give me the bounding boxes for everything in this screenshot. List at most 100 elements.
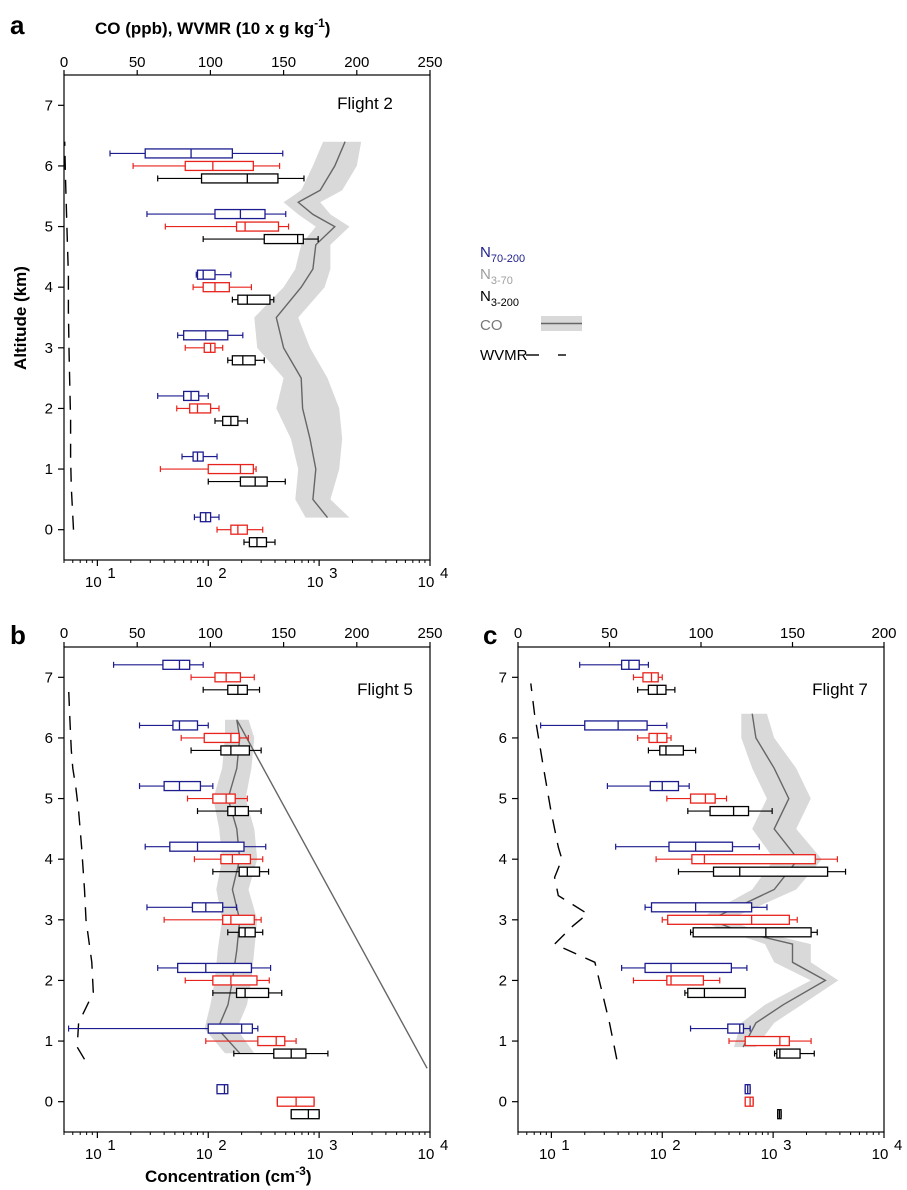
box-n3-70-alt-2: [184, 975, 270, 986]
top-tick-label: 250: [417, 625, 442, 642]
box-n70-200-alt-1: [689, 1023, 751, 1034]
box-n3-70-alt-2: [632, 975, 721, 986]
box-iqr: [220, 745, 251, 756]
box-iqr: [222, 914, 255, 925]
y-tick-label: 1: [45, 1033, 53, 1050]
x-tick-exponent: 2: [672, 1137, 680, 1154]
box-iqr: [744, 1096, 754, 1107]
box-iqr: [227, 805, 250, 817]
y-tick-label: 0: [499, 1094, 507, 1111]
box-n3-70-alt-3: [661, 914, 798, 925]
y-tick-label: 1: [499, 1033, 507, 1050]
y-tick-label: 7: [45, 669, 53, 686]
box-n3-70-alt-3: [184, 342, 224, 353]
box-iqr: [620, 659, 640, 670]
box-n3-70-alt-1: [728, 1035, 812, 1047]
box-iqr: [238, 927, 256, 938]
box-iqr: [668, 841, 734, 852]
box-n3-200-alt-2: [214, 415, 248, 427]
top-tick-label: 100: [688, 625, 713, 642]
top-tick-label: 150: [780, 625, 805, 642]
co-band: [254, 141, 362, 518]
box-iqr: [667, 914, 790, 925]
box-n3-200-alt-2: [684, 987, 746, 999]
box-n3-70-alt-1: [205, 1035, 297, 1047]
box-iqr: [184, 160, 254, 172]
wvmr-line: [67, 683, 95, 1060]
box-iqr: [230, 524, 248, 535]
top-tick-label: 100: [198, 625, 223, 642]
box-n3-200-alt-3: [689, 927, 818, 938]
box-iqr: [237, 294, 271, 305]
y-tick-label: 0: [45, 1094, 53, 1111]
box-n70-200-alt-6: [540, 720, 668, 731]
box-n70-200-alt-5: [606, 780, 690, 792]
box-n3-200-alt-5: [687, 805, 773, 817]
box-n3-70-alt-6: [180, 732, 249, 744]
box-n70-200-alt-7: [579, 659, 649, 670]
legend-n70-200: N70-200: [480, 244, 525, 265]
box-iqr: [220, 854, 252, 865]
box-iqr: [290, 1109, 320, 1120]
box-n3-200-alt-4: [212, 866, 270, 877]
box-n3-200-alt-5: [202, 233, 319, 245]
bottom-axis-title: Concentration (cm-3): [145, 1164, 312, 1186]
y-axis-title: Altitude (km): [11, 266, 30, 370]
box-iqr: [144, 148, 234, 159]
box-n70-200-alt-4: [144, 841, 267, 852]
box-n3-200-alt-1: [233, 1048, 329, 1059]
box-iqr: [189, 403, 212, 414]
box-n3-70-alt-4: [192, 282, 252, 293]
box-iqr: [203, 732, 240, 744]
top-tick-label: 250: [417, 54, 442, 71]
box-n70-200-alt-2: [157, 962, 272, 974]
x-tick-label: 10: [650, 1146, 667, 1163]
box-iqr: [207, 1023, 254, 1034]
box-n3-70-alt-6: [637, 732, 672, 744]
top-tick-label: 0: [60, 54, 68, 71]
panel-letter: c: [483, 620, 497, 650]
box-n3-200-alt-3: [227, 355, 265, 366]
box-iqr: [648, 732, 668, 744]
box-n70-200-alt-3: [177, 330, 244, 341]
box-iqr: [191, 902, 224, 913]
box-n70-200-alt-7: [112, 659, 204, 670]
panel-b: b Flight 5 0 1 2 3 4 5 6 7 10 1 10 2 10 3 10 4 0 50 100 150 20…: [10, 620, 448, 1163]
box-n70-200-alt-6: [138, 720, 209, 731]
x-tick-exponent: 1: [561, 1137, 569, 1154]
box-iqr: [712, 866, 829, 877]
box-iqr: [727, 1023, 745, 1034]
x-tick-exponent: 2: [218, 1137, 226, 1154]
box-n70-200-alt-0: [744, 1084, 751, 1095]
box-iqr: [709, 805, 750, 817]
box-iqr: [687, 987, 746, 999]
y-tick-label: 7: [499, 669, 507, 686]
box-n3-70-alt-4: [655, 854, 839, 865]
box-iqr: [202, 282, 231, 293]
co-band: [697, 713, 839, 1048]
box-iqr: [257, 1035, 286, 1047]
flight-title: Flight 2: [337, 94, 393, 113]
y-tick-label: 5: [499, 791, 507, 808]
box-n3-200-alt-4: [231, 294, 275, 305]
box-iqr: [239, 476, 268, 487]
top-tick-label: 50: [129, 54, 146, 71]
box-n3-200-alt-6: [647, 745, 697, 756]
x-tick-label: 10: [85, 574, 102, 591]
plot-frame: [63, 74, 431, 561]
x-tick-label: 10: [761, 1146, 778, 1163]
box-n70-200-alt-2: [621, 962, 748, 974]
box-iqr: [200, 173, 279, 184]
box-iqr: [212, 975, 258, 986]
box-n3-200-alt-0: [290, 1109, 320, 1120]
y-tick-label: 4: [45, 279, 53, 296]
box-iqr: [196, 269, 216, 280]
box-iqr: [691, 854, 816, 865]
flight-title: Flight 7: [812, 680, 868, 699]
x-tick-label: 10: [872, 1146, 889, 1163]
box-n70-200-alt-4: [195, 269, 232, 280]
box-iqr: [238, 866, 261, 877]
y-tick-label: 6: [499, 730, 507, 747]
top-tick-label: 200: [871, 625, 896, 642]
